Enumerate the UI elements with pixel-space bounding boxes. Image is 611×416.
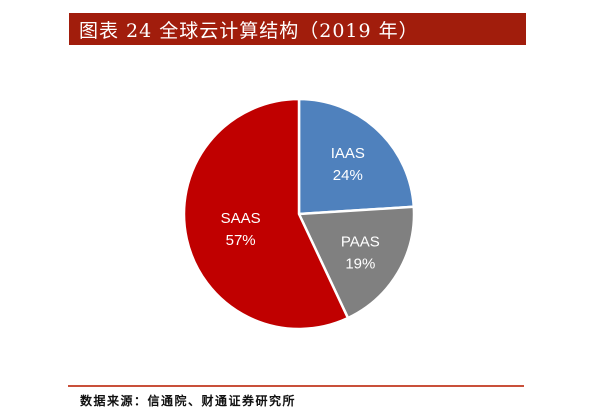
slice-value-label: 24% <box>333 167 363 184</box>
slice-category-label: IAAS <box>331 145 365 162</box>
slice-value-label: 19% <box>345 255 375 272</box>
figure-title: 图表 24 全球云计算结构（2019 年） <box>79 19 419 42</box>
pie-slice-saas <box>182 97 350 331</box>
slice-value-label: 57% <box>226 232 256 249</box>
pie-slice-iaas <box>297 97 416 216</box>
footer-divider <box>68 385 524 387</box>
slice-category-label: SAAS <box>221 210 261 227</box>
slice-category-label: PAAS <box>341 233 380 250</box>
pie-slice-paas <box>297 205 416 320</box>
pie-slices <box>182 97 416 331</box>
figure-title-bar: 图表 24 全球云计算结构（2019 年） <box>69 13 526 45</box>
data-source: 数据来源：信通院、财通证券研究所 <box>80 394 297 408</box>
pie-labels: IAAS 24% PAAS 19% SAAS 57% <box>221 145 380 272</box>
